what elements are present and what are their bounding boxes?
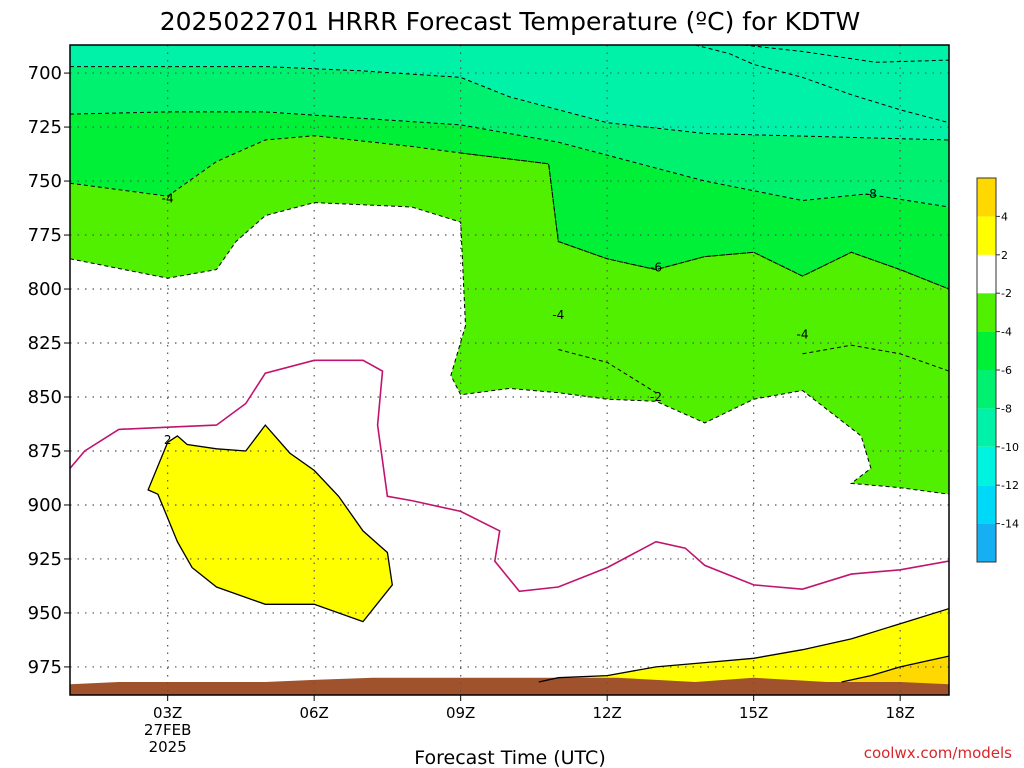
x-tick-sublabel-27FEB: 27FEB [144,721,191,739]
colorbar-swatch-9 [977,178,996,217]
y-tick-label-750: 750 [28,171,62,192]
contour-line-8 [558,349,657,394]
y-tick-label-875: 875 [28,441,62,462]
colorbar-label-3: -8 [1001,402,1012,415]
colorbar-swatch-8 [977,216,996,255]
colorbar-label-5: -4 [1001,326,1012,339]
colorbar-label-7: 2 [1001,249,1008,262]
chart-title: 2025022701 HRRR Forecast Temperature (ºC… [160,7,861,36]
x-tick-label-06Z: 06Z [299,704,328,722]
contour-line-12 [841,655,949,683]
y-tick-label-925: 925 [28,549,62,570]
x-tick-label-09Z: 09Z [446,704,475,722]
y-tick-label-975: 975 [28,657,62,678]
temperature-region-8 [70,677,949,695]
colorbar-swatch-6 [977,293,996,332]
contour-label-4: -8 [865,187,877,201]
temperature-fills [70,45,949,695]
contour-line-9 [70,359,949,593]
colorbar-swatch-2 [977,446,996,486]
colorbar-label-2: -10 [1001,441,1019,454]
contour-line-6 [70,202,949,495]
colorbar-label-6: -2 [1001,287,1012,300]
y-axis: 700 725 750 775 800 825 850 875 900 925 950 975 [28,63,70,678]
plot-frame [69,44,950,696]
contour-label-1: -4 [552,308,564,322]
colorbar-legend: -14 -12 -10 -8 -6 -4 -2 2 4 [976,177,1019,563]
contour-lines [70,45,949,683]
contour-line-11 [538,607,949,683]
x-tick-label-18Z: 18Z [885,704,914,722]
contour-line-3 [70,111,949,208]
colorbar-swatch-4 [977,370,996,409]
y-tick-label-900: 900 [28,495,62,516]
colorbar-swatch-3 [977,408,996,447]
contour-labels: -4 -4 -4 -6 -8 -2 2 [162,187,877,447]
colorbar-label-8: 4 [1001,210,1008,223]
contour-line-2 [70,66,949,141]
x-tick-label-12Z: 12Z [592,704,621,722]
contour-label-0: -4 [162,191,174,205]
temperature-region-2 [70,111,949,290]
credit-text: coolwx.com/models [864,744,1012,762]
colorbar-swatch-0 [977,523,996,562]
x-axis-label: Forecast Time (UTC) [414,747,605,768]
x-tick-label-15Z: 15Z [739,704,768,722]
x-tick-sublabel-2025: 2025 [149,738,187,756]
temperature-region-0 [70,45,949,140]
colorbar-label-0: -14 [1001,518,1019,531]
y-tick-label-725: 725 [28,117,62,138]
temperature-region-6 [538,608,949,695]
colorbar-swatch-5 [977,331,996,370]
colorbar-swatch-1 [977,485,996,524]
colorbar-swatch-7 [977,254,996,294]
temperature-region-3 [70,135,949,495]
y-tick-label-950: 950 [28,603,62,624]
y-tick-label-825: 825 [28,333,62,354]
y-tick-label-800: 800 [28,279,62,300]
colorbar-label-4: -6 [1001,364,1012,377]
contour-line-7 [802,344,949,372]
contour-label-6: 2 [164,433,172,447]
contour-label-2: -4 [797,327,809,341]
x-tick-label-03Z: 03Z [153,704,182,722]
y-tick-label-850: 850 [28,387,62,408]
contour-label-3: -6 [650,260,662,274]
colorbar-label-1: -12 [1001,479,1019,492]
temperature-region-5 [148,425,393,622]
y-tick-label-775: 775 [28,225,62,246]
y-tick-label-700: 700 [28,63,62,84]
contour-line-10 [147,424,393,623]
contour-label-5: -2 [650,390,662,404]
contour-line-0 [743,45,949,63]
contour-line-5 [70,135,949,290]
contour-line-1 [694,45,949,124]
temperature-region-1 [70,66,949,207]
